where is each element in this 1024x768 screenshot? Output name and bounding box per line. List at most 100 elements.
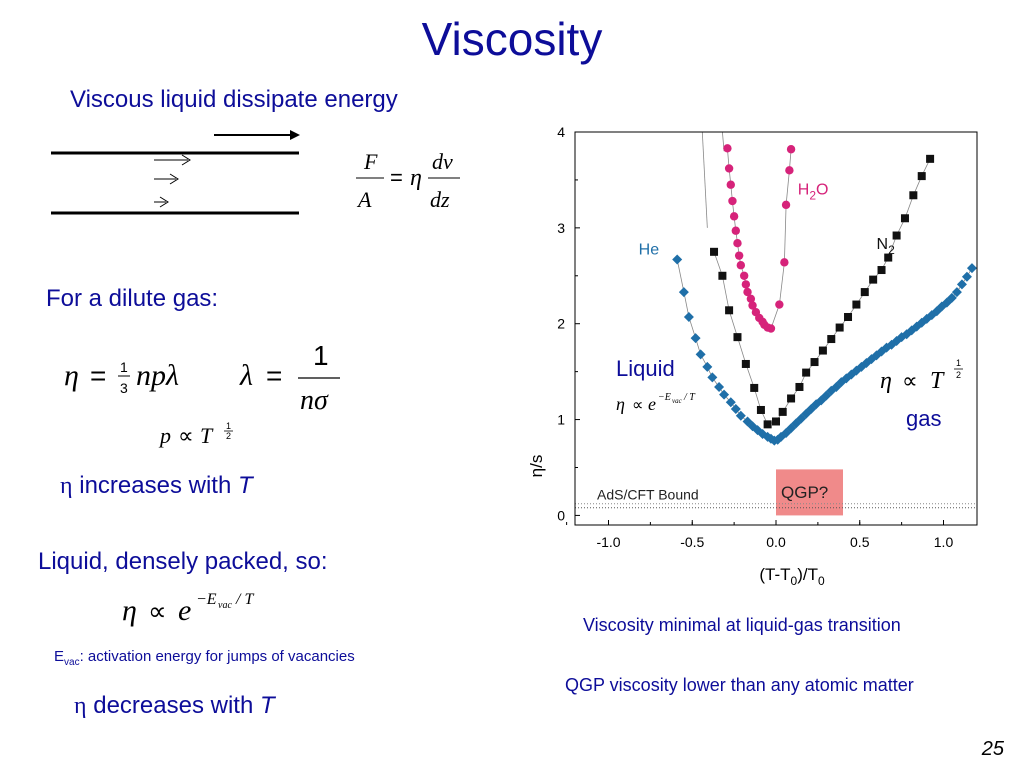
data-point-n2 <box>710 247 719 256</box>
data-point-h2o <box>743 287 752 297</box>
fit-curve-n2 <box>713 158 931 425</box>
svg-text:∝: ∝ <box>178 423 194 448</box>
svg-text:1: 1 <box>120 359 128 375</box>
svg-text:∝: ∝ <box>632 397 643 414</box>
temperature-symbol: T <box>237 472 253 499</box>
eta-symbol-2: η <box>74 693 87 719</box>
data-point-he <box>946 292 957 303</box>
data-point-h2o <box>736 261 746 270</box>
data-point-h2o <box>724 164 734 173</box>
svg-text:npλ: npλ <box>136 359 179 392</box>
force-equation: F A = η dv dz <box>356 149 460 212</box>
data-point-he <box>921 313 932 324</box>
data-point-he <box>776 431 787 442</box>
data-point-he <box>672 254 683 265</box>
data-point-he <box>886 339 897 350</box>
svg-text:−E: −E <box>658 392 671 403</box>
data-point-he <box>951 287 962 298</box>
data-point-n2 <box>892 231 901 240</box>
data-point-he <box>876 346 887 357</box>
y-tick-label: 0 <box>557 507 565 523</box>
data-point-n2 <box>725 306 734 315</box>
eq-A: A <box>356 187 372 212</box>
data-point-he <box>966 263 977 274</box>
eq-F: F <box>363 149 378 174</box>
data-point-n2 <box>909 191 918 200</box>
svg-text:/ T: / T <box>235 591 254 608</box>
dilute-gas-heading: For a dilute gas: <box>46 285 219 312</box>
data-point-he <box>742 416 753 427</box>
evac-definition: Evac: activation energy for jumps of vac… <box>54 648 355 668</box>
evac-subscript: vac <box>64 657 80 668</box>
x-tick-label: 0.5 <box>850 534 870 550</box>
data-point-n2 <box>860 288 869 297</box>
data-point-n2 <box>741 359 750 368</box>
data-point-he <box>730 404 741 415</box>
liquid-densely-packed-heading: Liquid, densely packed, so: <box>38 548 328 575</box>
svg-text:1: 1 <box>226 421 231 431</box>
y-tick-label: 4 <box>557 124 565 140</box>
data-point-h2o <box>785 166 794 175</box>
eta-increases-statement: η increases with T <box>60 472 253 500</box>
svg-text:dz: dz <box>430 187 450 212</box>
data-point-he <box>725 397 736 408</box>
data-point-he <box>752 425 763 436</box>
data-point-he <box>801 408 812 419</box>
svg-text:=: = <box>390 165 403 190</box>
gas-label: gas <box>906 406 941 431</box>
data-point-n2 <box>884 253 893 262</box>
y-tick-label: 2 <box>557 316 565 332</box>
data-point-n2 <box>926 154 935 163</box>
series-label-h2o: H2O <box>798 181 829 202</box>
data-point-he <box>695 349 706 360</box>
data-point-h2o <box>731 226 740 235</box>
data-point-h2o <box>780 258 789 267</box>
data-point-he <box>901 329 912 340</box>
svg-text:1: 1 <box>313 340 329 371</box>
data-point-n2 <box>877 266 886 275</box>
data-point-he <box>735 410 746 421</box>
svg-text:dv: dv <box>432 149 453 174</box>
data-point-h2o <box>726 180 735 189</box>
adscft-bound-label: AdS/CFT Bound <box>597 487 699 503</box>
data-point-n2 <box>795 382 804 391</box>
data-point-n2 <box>900 214 909 223</box>
data-point-he <box>956 279 967 290</box>
svg-text:η: η <box>64 359 79 392</box>
data-point-he <box>707 372 718 383</box>
data-point-he <box>906 325 917 336</box>
liquid-label: Liquid <box>616 356 675 381</box>
velocity-arrow-3 <box>154 196 169 208</box>
svg-text:η: η <box>880 368 892 394</box>
svg-text:η: η <box>410 165 422 191</box>
svg-text:=: = <box>90 360 106 391</box>
viscous-liquid-heading: Viscous liquid dissipate energy <box>70 86 398 113</box>
data-point-he <box>719 389 730 400</box>
x-tick-label: -1.0 <box>596 534 620 550</box>
data-point-h2o <box>723 144 732 153</box>
data-point-h2o <box>766 324 776 333</box>
eta-symbol: η <box>60 473 73 499</box>
data-point-h2o <box>781 200 791 210</box>
page-number: 25 <box>981 738 1004 760</box>
data-point-n2 <box>844 312 853 321</box>
temperature-symbol-2: T <box>259 692 275 719</box>
note-viscosity-minimal: Viscosity minimal at liquid-gas transiti… <box>583 615 901 635</box>
svg-text:1: 1 <box>956 358 961 368</box>
data-point-h2o <box>733 238 742 248</box>
dilute-gas-equations: η = 1 3 npλ λ = 1 nσ p ∝ T 1 2 <box>64 340 340 448</box>
svg-text:2: 2 <box>956 370 961 380</box>
svg-text:/ T: / T <box>683 392 696 403</box>
svg-text:λ: λ <box>239 359 253 392</box>
svg-text:vac: vac <box>218 600 232 611</box>
data-point-he <box>961 271 972 282</box>
svg-text:T: T <box>200 423 214 448</box>
svg-text:T: T <box>930 368 945 394</box>
svg-text:p: p <box>158 423 171 448</box>
x-tick-label: 1.0 <box>934 534 954 550</box>
data-point-h2o <box>746 294 756 303</box>
decreases-text: decreases with <box>86 692 260 719</box>
data-point-h2o <box>729 212 739 221</box>
data-point-n2 <box>818 346 827 355</box>
data-point-n2 <box>756 405 765 414</box>
